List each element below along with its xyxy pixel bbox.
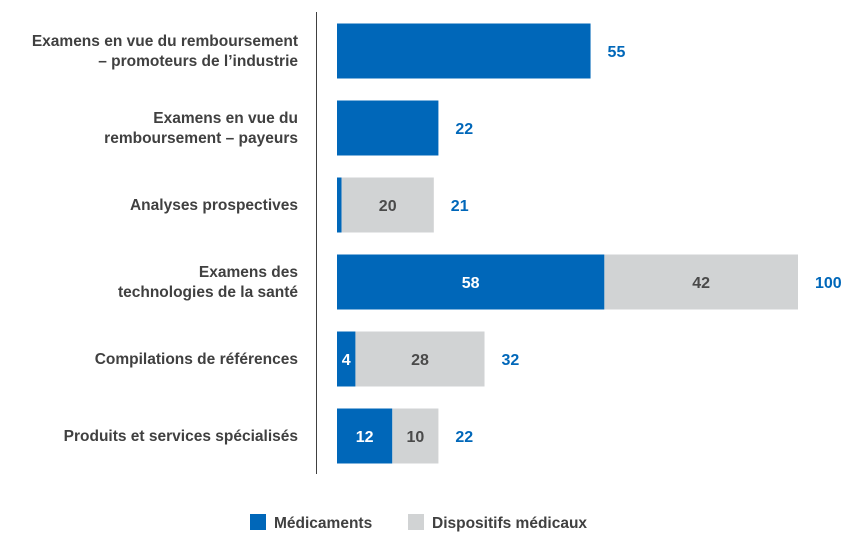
bar-medicaments xyxy=(337,408,393,464)
bar-medicaments xyxy=(337,23,591,79)
bar-dispositifs xyxy=(392,408,439,464)
total-label: 21 xyxy=(451,198,469,215)
legend: Médicaments Dispositifs médicaux xyxy=(250,514,587,532)
bar-label-dispositifs: 42 xyxy=(692,275,710,292)
bar-label-medicaments: 12 xyxy=(356,429,374,446)
legend-swatch-dispositifs xyxy=(408,514,424,530)
category-label: Examens en vue du remboursement – payeurs xyxy=(104,110,298,147)
bar-medicaments xyxy=(337,177,342,233)
bar-label-dispositifs: 10 xyxy=(406,429,424,446)
bar-medicaments xyxy=(337,100,439,156)
bars: 55 22 20 21 58 42 100 4 28 32 12 10 22 xyxy=(337,23,842,464)
category-label: Examens en vue du remboursement – promote… xyxy=(32,33,299,70)
category-labels: Examens en vue du remboursement – promote… xyxy=(32,33,299,445)
total-label: 22 xyxy=(455,429,473,446)
bar-medicaments xyxy=(337,331,356,387)
bar-dispositifs xyxy=(341,177,434,233)
bar-label-medicaments: 58 xyxy=(462,275,480,292)
bar-dispositifs xyxy=(604,254,798,310)
bar-label-dispositifs: 20 xyxy=(379,198,397,215)
bar-label-medicaments: 4 xyxy=(342,352,351,369)
category-label: Analyses prospectives xyxy=(130,197,298,214)
legend-label-dispositifs: Dispositifs médicaux xyxy=(432,515,587,532)
total-label: 22 xyxy=(455,121,473,138)
legend-label-medicaments: Médicaments xyxy=(274,515,372,532)
category-label: Examens des technologies de la santé xyxy=(118,264,298,301)
category-label: Compilations de références xyxy=(95,351,298,368)
category-label: Produits et services spécialisés xyxy=(64,428,298,445)
total-label: 100 xyxy=(815,275,842,292)
bar-medicaments xyxy=(337,254,605,310)
bar-dispositifs xyxy=(355,331,485,387)
legend-swatch-medicaments xyxy=(250,514,266,530)
bar-label-dispositifs: 28 xyxy=(411,352,429,369)
total-label: 32 xyxy=(502,352,520,369)
total-label: 55 xyxy=(608,44,626,61)
